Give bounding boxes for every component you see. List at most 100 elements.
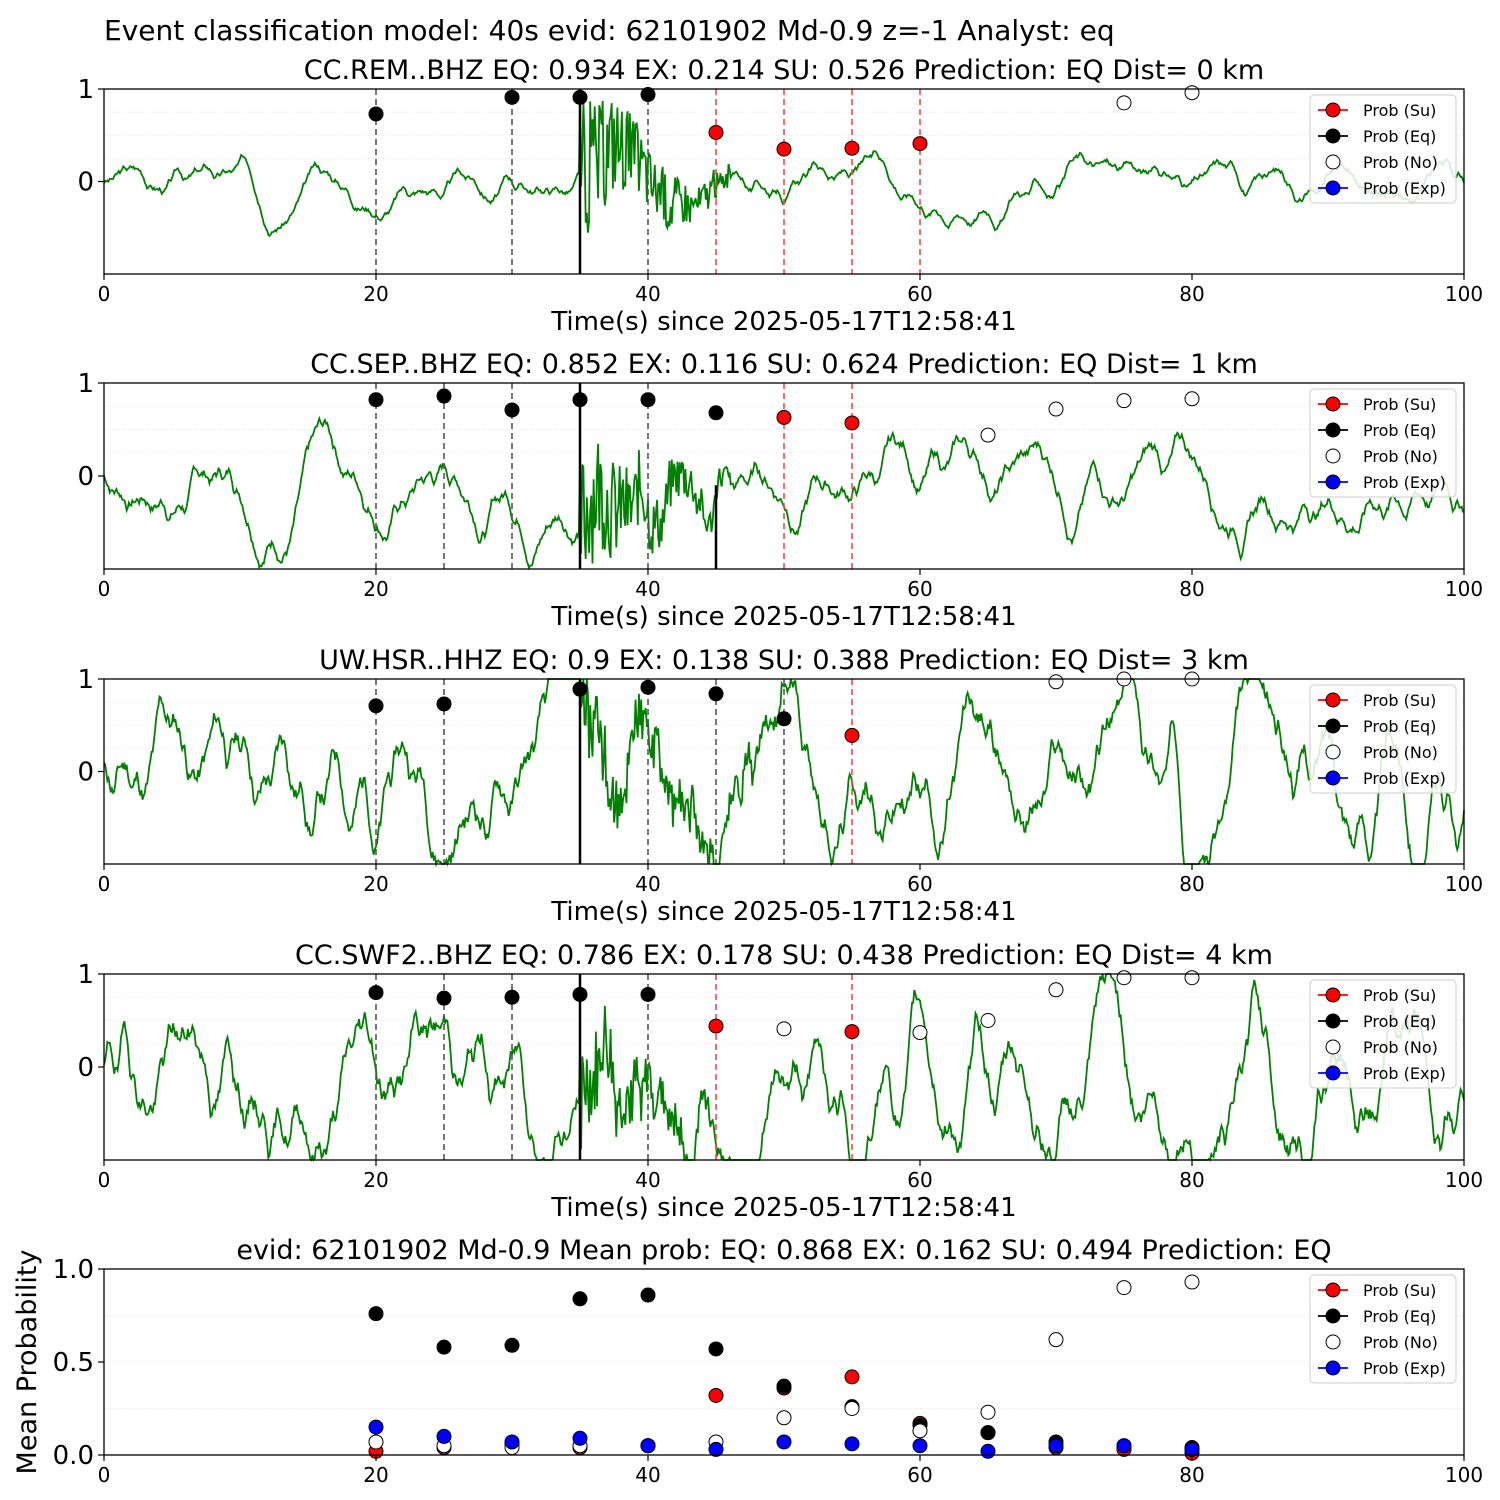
panel-title: CC.SWF2..BHZ EQ: 0.786 EX: 0.178 SU: 0.4… [295,940,1273,971]
legend: Prob (Su) Prob (Eq) Prob (No) Prob (Exp) [1309,979,1457,1089]
legend-marker [1325,1308,1341,1324]
point-prob-eq [504,1337,520,1353]
waveform-trace [103,973,1465,1163]
x-tick-label: 80 [1179,1463,1204,1487]
point-prob-eq [708,686,724,702]
point-prob-eq [640,986,656,1002]
point-prob-no [980,1404,996,1420]
x-tick-label: 80 [1179,282,1204,306]
legend-label: Prob (Su) [1363,101,1436,120]
legend-marker [1325,718,1341,734]
legend-label: Prob (Eq) [1363,717,1436,736]
point-prob-su [776,409,792,425]
point-prob-no [1184,85,1200,101]
point-prob-eq [572,1291,588,1307]
legend-marker [1325,154,1341,170]
panel-title: CC.SEP..BHZ EQ: 0.852 EX: 0.116 SU: 0.62… [310,349,1258,380]
point-prob-exp [776,1434,792,1450]
y-tick-label: 0 [77,1053,94,1083]
point-prob-su [844,415,860,431]
point-prob-no [1184,1274,1200,1290]
x-tick-label: 60 [907,872,932,896]
legend-marker [1325,770,1341,786]
legend-box [1309,94,1457,204]
legend-marker [1325,692,1341,708]
x-tick-label: 40 [635,1168,660,1192]
point-prob-eq [436,388,452,404]
legend-marker [1325,422,1341,438]
point-prob-eq [572,986,588,1002]
point-prob-no [1184,970,1200,986]
point-prob-su [708,124,724,140]
point-prob-su [844,140,860,156]
point-prob-exp [640,1438,656,1454]
x-tick-label: 0 [98,577,111,601]
point-prob-su [844,1369,860,1385]
axes-frame [103,973,1465,1161]
y-tick-label: 1 [77,665,94,695]
legend-box [1309,388,1457,498]
y-tick-label: 0 [77,168,94,198]
point-prob-no [912,1025,928,1041]
y-axis-label: Mean Probability [12,1250,43,1475]
legend-label: Prob (Eq) [1363,1307,1436,1326]
point-prob-exp [572,1430,588,1446]
legend-marker [1325,1013,1341,1029]
legend: Prob (Su) Prob (Eq) Prob (No) Prob (Exp) [1309,94,1457,204]
legend-label: Prob (Exp) [1363,1359,1446,1378]
y-tick-label: 0 [77,758,94,788]
panel-4: CC.SWF2..BHZ EQ: 0.786 EX: 0.178 SU: 0.4… [77,940,1483,1223]
x-tick-label: 100 [1445,1463,1483,1487]
point-prob-no [1184,391,1200,407]
x-tick-label: 80 [1179,577,1204,601]
point-prob-eq [640,87,656,103]
legend-label: Prob (Su) [1363,691,1436,710]
panel-title: CC.REM..BHZ EQ: 0.934 EX: 0.214 SU: 0.52… [304,55,1264,86]
legend-marker [1325,1282,1341,1298]
point-prob-no [980,427,996,443]
legend-label: Prob (No) [1363,1038,1438,1057]
x-tick-label: 60 [907,577,932,601]
legend-label: Prob (Su) [1363,395,1436,414]
x-axis-label: Time(s) since 2025-05-17T12:58:41 [550,1193,1016,1223]
legend-marker [1325,474,1341,490]
point-prob-no [844,1401,860,1416]
y-tick-label: 0 [77,462,94,492]
point-prob-no [776,1021,792,1037]
point-prob-no [980,1013,996,1028]
point-prob-eq [572,89,588,105]
x-axis-label: Time(s) since 2025-05-17T12:58:41 [550,602,1016,632]
legend-label: Prob (Su) [1363,1281,1436,1300]
legend-label: Prob (Exp) [1363,179,1446,198]
y-tick-label: 1.0 [53,1255,94,1285]
legend-marker [1325,102,1341,118]
y-tick-label: 1 [77,960,94,990]
point-prob-no [1116,1280,1132,1296]
legend-box [1309,1274,1457,1384]
panel-5: evid: 62101902 Md-0.9 Mean prob: EQ: 0.8… [12,1235,1483,1487]
point-prob-eq [504,89,520,105]
legend-marker [1325,396,1341,412]
y-tick-label: 1 [77,75,94,105]
point-prob-exp [1116,1438,1132,1454]
legend-label: Prob (Eq) [1363,1012,1436,1031]
x-axis-label: Time(s) since 2025-05-17T12:58:41 [550,897,1016,927]
legend-label: Prob (Eq) [1363,127,1436,146]
point-prob-su [844,1024,860,1040]
legend: Prob (Su) Prob (Eq) Prob (No) Prob (Exp) [1309,388,1457,498]
point-prob-no [1048,401,1064,417]
point-prob-no [912,1423,928,1439]
legend-label: Prob (Su) [1363,986,1436,1005]
legend-marker [1325,128,1341,144]
point-prob-no [1116,970,1132,986]
x-tick-label: 40 [635,282,660,306]
point-prob-no [1048,982,1064,998]
legend-marker [1325,1360,1341,1376]
point-prob-exp [368,1419,384,1435]
point-prob-eq [436,696,452,712]
point-prob-eq [368,392,384,408]
point-prob-no [1116,95,1132,111]
point-prob-eq [708,1341,724,1357]
point-prob-exp [980,1443,996,1459]
